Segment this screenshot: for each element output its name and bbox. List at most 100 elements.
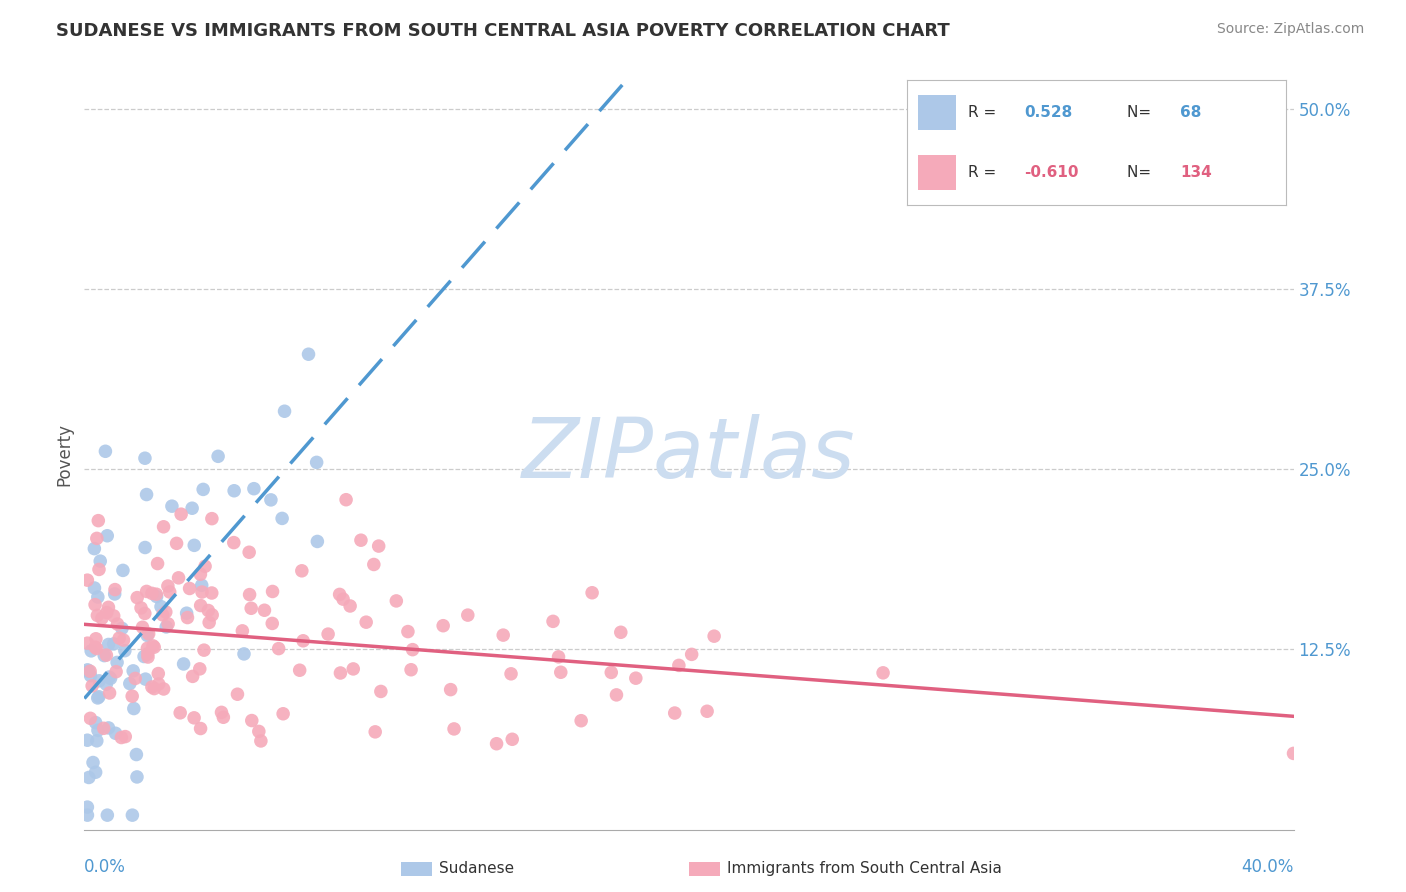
Point bbox=[226, 687, 249, 701]
Point bbox=[150, 599, 173, 614]
Point bbox=[240, 714, 263, 728]
Point bbox=[79, 711, 101, 725]
Point bbox=[121, 689, 143, 703]
Point bbox=[238, 545, 260, 559]
Point bbox=[193, 643, 215, 657]
Point bbox=[260, 492, 283, 507]
Point bbox=[399, 663, 422, 677]
Point bbox=[76, 800, 98, 814]
Point bbox=[492, 628, 515, 642]
Point bbox=[297, 347, 319, 361]
Text: Source: ZipAtlas.com: Source: ZipAtlas.com bbox=[1216, 22, 1364, 37]
Point bbox=[103, 608, 125, 623]
Point bbox=[173, 657, 195, 671]
Point bbox=[134, 451, 156, 466]
Point bbox=[135, 487, 157, 501]
Point bbox=[152, 520, 174, 534]
Point bbox=[104, 587, 127, 601]
Point bbox=[96, 529, 118, 543]
Point bbox=[134, 541, 156, 555]
Point bbox=[363, 558, 385, 572]
Point bbox=[339, 599, 361, 613]
Point bbox=[136, 641, 159, 656]
Point bbox=[222, 535, 245, 549]
Text: -0.610: -0.610 bbox=[1025, 165, 1078, 180]
Point bbox=[212, 710, 235, 724]
Point bbox=[132, 649, 155, 664]
Point bbox=[190, 578, 212, 592]
Point bbox=[188, 662, 211, 676]
Point bbox=[354, 615, 377, 630]
Point bbox=[76, 663, 98, 677]
Point bbox=[143, 681, 166, 696]
Point bbox=[224, 483, 246, 498]
Text: ZIPatlas: ZIPatlas bbox=[522, 415, 856, 495]
Point bbox=[131, 620, 153, 634]
Point bbox=[103, 637, 125, 651]
Point bbox=[136, 650, 159, 665]
Point bbox=[159, 585, 181, 599]
Point bbox=[136, 647, 159, 661]
Text: Sudanese: Sudanese bbox=[439, 862, 513, 876]
Point bbox=[181, 669, 204, 683]
Point bbox=[271, 706, 294, 721]
Point bbox=[152, 681, 174, 696]
Point bbox=[432, 618, 454, 632]
Point bbox=[233, 647, 256, 661]
Point bbox=[247, 724, 270, 739]
Text: N=: N= bbox=[1128, 165, 1156, 180]
Text: SUDANESE VS IMMIGRANTS FROM SOUTH CENTRAL ASIA POVERTY CORRELATION CHART: SUDANESE VS IMMIGRANTS FROM SOUTH CENTRA… bbox=[56, 22, 950, 40]
Point bbox=[152, 607, 174, 622]
Point bbox=[96, 677, 118, 691]
Point bbox=[111, 563, 134, 577]
Point bbox=[96, 648, 118, 662]
Point bbox=[124, 672, 146, 686]
Point bbox=[79, 665, 101, 679]
Point bbox=[82, 679, 104, 693]
Point bbox=[550, 665, 572, 680]
Point bbox=[267, 641, 290, 656]
Point bbox=[668, 658, 690, 673]
Text: R =: R = bbox=[967, 105, 1001, 120]
Point bbox=[93, 721, 115, 735]
Point bbox=[84, 640, 107, 655]
Point bbox=[156, 579, 179, 593]
Point bbox=[167, 571, 190, 585]
Point bbox=[77, 771, 100, 785]
Point bbox=[90, 611, 112, 625]
Point bbox=[342, 662, 364, 676]
Point bbox=[86, 608, 108, 623]
Point bbox=[155, 620, 177, 634]
Text: N=: N= bbox=[1128, 105, 1156, 120]
Point bbox=[547, 649, 569, 664]
Point bbox=[288, 663, 311, 677]
Point bbox=[89, 673, 111, 688]
Point bbox=[183, 711, 205, 725]
Point bbox=[335, 492, 357, 507]
Point bbox=[97, 600, 120, 615]
Point bbox=[176, 610, 198, 624]
Point bbox=[146, 557, 169, 571]
Point bbox=[127, 591, 149, 605]
Point bbox=[96, 808, 118, 822]
Point bbox=[501, 732, 523, 747]
Point bbox=[364, 724, 387, 739]
Point bbox=[703, 629, 725, 643]
Point bbox=[108, 631, 131, 645]
Point bbox=[457, 608, 479, 623]
Point bbox=[610, 625, 633, 640]
Point bbox=[350, 533, 373, 548]
Point bbox=[443, 722, 465, 736]
Point bbox=[134, 672, 156, 686]
Point bbox=[87, 590, 110, 604]
Point bbox=[104, 582, 127, 597]
Point bbox=[93, 648, 115, 663]
Point bbox=[148, 666, 170, 681]
Point bbox=[86, 690, 108, 705]
Point bbox=[125, 747, 148, 762]
Text: 0.0%: 0.0% bbox=[84, 858, 127, 876]
Point bbox=[76, 573, 98, 587]
Point bbox=[262, 584, 284, 599]
Point bbox=[141, 680, 163, 694]
Point bbox=[84, 598, 107, 612]
